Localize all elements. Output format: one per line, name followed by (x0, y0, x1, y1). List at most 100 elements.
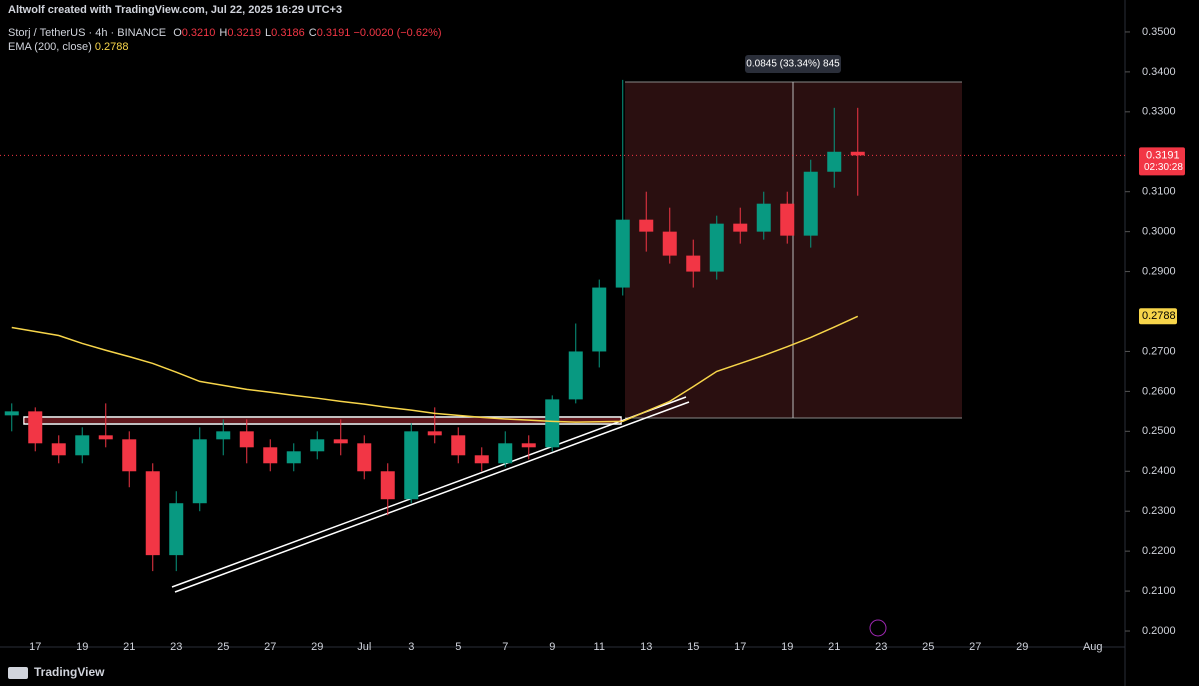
last-price-label: 0.3191 (1146, 149, 1180, 161)
candle-body (357, 443, 372, 472)
candle-body (427, 431, 442, 436)
candle-body (333, 439, 348, 444)
candle-body (639, 219, 654, 232)
ema-legend: EMA (200, close) 0.2788 (8, 41, 128, 53)
trendline (171, 396, 687, 588)
candle-body (803, 171, 818, 236)
last-price-box (1139, 147, 1185, 176)
x-tick-label: 7 (502, 641, 508, 653)
ema-price-label: 0.2788 (1142, 310, 1176, 322)
candle-body (145, 471, 160, 556)
candle-body (709, 223, 724, 272)
candle-body (521, 443, 536, 448)
candle-body (216, 431, 231, 440)
measure-label-box (745, 55, 841, 73)
countdown: 02:30:28 (1144, 162, 1183, 173)
ohlc-value: 0.3186 (271, 27, 305, 39)
x-tick-label: 25 (922, 641, 934, 653)
candle-body (263, 447, 278, 464)
candle-body (662, 231, 677, 256)
candle-body (239, 431, 254, 448)
ohlc-key: H (219, 27, 228, 39)
y-tick-label: 0.3500 (1142, 26, 1176, 38)
resistance-fill (24, 418, 621, 423)
candle-body (169, 503, 184, 556)
event-icon (869, 619, 887, 637)
x-tick-label: 21 (828, 641, 840, 653)
x-tick-label: 17 (734, 641, 746, 653)
x-tick-label: 25 (217, 641, 229, 653)
candle-body (51, 443, 66, 456)
ohlc-key: L (265, 27, 272, 39)
candle-body (451, 435, 466, 456)
candle-body (568, 351, 583, 400)
y-tick-label: 0.2500 (1142, 425, 1176, 437)
x-tick-label: 23 (170, 641, 182, 653)
ema-name: EMA (200, close) (8, 41, 92, 53)
candle-body (592, 287, 607, 352)
candle-body (850, 151, 865, 156)
x-tick-label: 13 (640, 641, 652, 653)
y-tick-label: 0.2700 (1142, 345, 1176, 357)
ohlc-key: O (173, 27, 182, 39)
x-tick-label: 21 (123, 641, 135, 653)
y-tick-label: 0.2900 (1142, 265, 1176, 277)
candle-body (733, 223, 748, 232)
candle-body (75, 435, 90, 456)
candle-body (310, 439, 325, 452)
candle-body (545, 399, 560, 448)
x-tick-label: 29 (311, 641, 323, 653)
x-tick-label: 19 (781, 641, 793, 653)
candle-body (380, 471, 395, 500)
y-tick-label: 0.2200 (1142, 545, 1176, 557)
x-tick-label: Aug (1083, 641, 1103, 653)
candle-body (404, 431, 419, 500)
trendline (174, 401, 690, 593)
x-tick-label: 3 (408, 641, 414, 653)
y-tick-label: 0.3000 (1142, 226, 1176, 238)
y-tick-label: 0.3300 (1142, 106, 1176, 118)
candle-body (122, 439, 137, 472)
candle-body (686, 255, 701, 272)
y-tick-label: 0.2100 (1142, 585, 1176, 597)
measure-label: 0.0845 (33.34%) 845 (746, 59, 840, 70)
x-tick-label: 11 (594, 641, 605, 653)
y-tick-label: 0.2300 (1142, 505, 1176, 517)
x-tick-label: 9 (549, 641, 555, 653)
candle-body (780, 203, 795, 236)
x-tick-label: 27 (264, 641, 276, 653)
candle-body (192, 439, 207, 504)
x-tick-label: Jul (357, 641, 371, 653)
y-tick-label: 0.3400 (1142, 66, 1176, 78)
ohlc-value: 0.3191 (316, 27, 351, 39)
candle-body (286, 451, 301, 464)
ohlc-value: 0.3210 (181, 27, 216, 39)
y-tick-label: 0.2400 (1142, 465, 1176, 477)
header: Altwolf created with TradingView.com, Ju… (8, 4, 343, 16)
ohlc-value: 0.3219 (227, 27, 262, 39)
candle-body (474, 455, 489, 464)
x-tick-label: 17 (29, 641, 41, 653)
x-tick-label: 19 (76, 641, 88, 653)
brand-logo (8, 667, 28, 679)
x-tick-label: 23 (875, 641, 887, 653)
legend-line: Storj / TetherUS · 4h · BINANCE O0.3210 H… (8, 27, 442, 39)
brand: TradingView (34, 665, 105, 679)
candle-body (4, 411, 19, 416)
ohlc: O0.3210 H0.3219 L0.3186 C0.3191 (169, 27, 350, 39)
candle-body (498, 443, 513, 464)
change: −0.0020 (−0.62%) (353, 27, 442, 39)
symbol: Storj / TetherUS · 4h · BINANCE (8, 27, 167, 39)
ema-value: 0.2788 (94, 41, 129, 53)
candle-body (615, 219, 630, 288)
x-tick-label: 15 (687, 641, 699, 653)
ohlc-key: C (308, 27, 317, 39)
candle-body (98, 435, 113, 440)
y-tick-label: 0.2000 (1142, 625, 1176, 637)
x-tick-label: 29 (1016, 641, 1028, 653)
candle-body (756, 203, 771, 232)
x-tick-label: 5 (455, 641, 461, 653)
y-tick-label: 0.2600 (1142, 385, 1176, 397)
